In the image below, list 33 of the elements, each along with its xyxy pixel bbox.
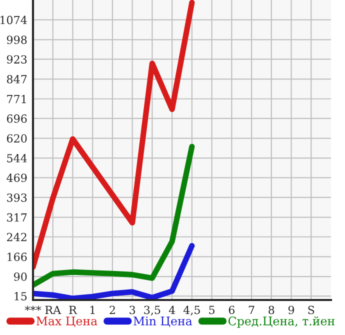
legend-label: Max Цена xyxy=(36,316,98,328)
x-tick-label: 7 xyxy=(248,306,254,314)
x-tick-label: 8 xyxy=(268,306,274,314)
x-tick-label: 2 xyxy=(110,306,115,314)
y-tick-label: 90 xyxy=(14,272,27,281)
y-tick-label: 1074 xyxy=(0,16,27,24)
legend-label: Min Цена xyxy=(134,316,192,328)
x-tick-label: 4,5 xyxy=(183,306,200,316)
y-tick-label: 393 xyxy=(7,193,27,202)
x-tick-label: 4 xyxy=(168,306,176,314)
y-tick-label: 998 xyxy=(6,36,27,44)
x-tick-label: R xyxy=(69,306,78,314)
x-tick-label: S xyxy=(308,306,314,314)
legend-label: Сред.Цена, т.йен xyxy=(228,316,334,328)
y-tick-label: 317 xyxy=(7,213,27,222)
x-tick-label: *** xyxy=(24,306,42,311)
x-tick-label: RA xyxy=(45,306,62,314)
y-tick-label: 242 xyxy=(6,232,26,242)
y-tick-label: 166 xyxy=(8,252,27,262)
y-tick-label: 544 xyxy=(7,154,27,162)
y-tick-label: 15 xyxy=(14,292,27,300)
y-tick-label: 620 xyxy=(6,134,27,143)
y-tick-label: 847 xyxy=(6,75,27,84)
x-tick-label: 3 xyxy=(130,306,136,314)
x-tick-label: 9 xyxy=(288,306,294,314)
y-tick-label: 469 xyxy=(6,174,27,182)
y-tick-label: 696 xyxy=(6,114,27,123)
x-tick-label: 3,5 xyxy=(144,306,160,316)
y-tick-label: 771 xyxy=(7,94,26,104)
x-tick-label: 6 xyxy=(228,306,234,314)
x-tick-label: 5 xyxy=(209,306,214,314)
x-tick-label: 1 xyxy=(90,306,95,314)
y-tick-label: 923 xyxy=(6,55,27,64)
